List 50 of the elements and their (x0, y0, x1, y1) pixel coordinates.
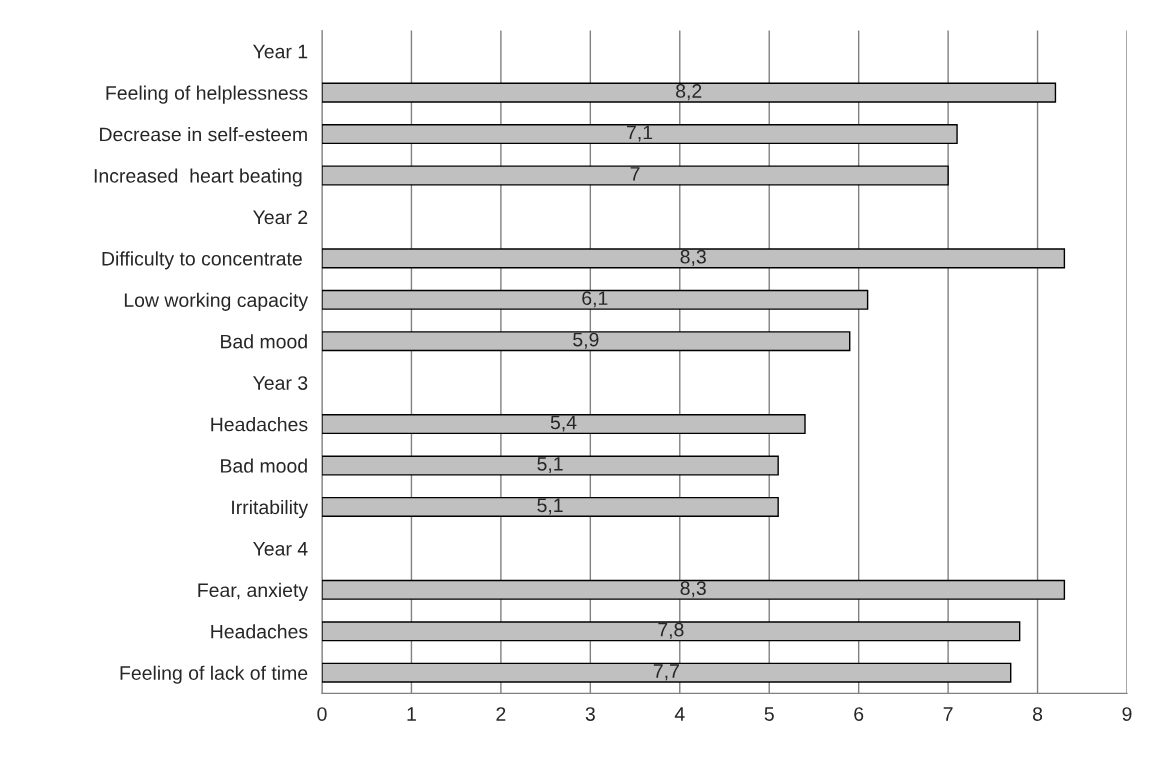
bar (322, 165, 949, 186)
y-tick-label: Difficulty to concentrate (102, 251, 302, 270)
x-tick-label: 8 (1032, 707, 1043, 721)
bar (322, 662, 1012, 683)
y-tick-label: Year 1 (253, 44, 308, 59)
data-label: 7,7 (653, 664, 679, 681)
data-label: 6,1 (582, 291, 608, 308)
x-tick-label: 1 (407, 707, 416, 721)
y-tick-label: Bad mood (221, 334, 307, 349)
bar (322, 455, 779, 476)
data-label: 7,1 (627, 125, 653, 142)
bar (322, 414, 806, 435)
data-label: 5,1 (537, 498, 563, 515)
bar (322, 82, 1057, 103)
data-label: 5,4 (550, 415, 577, 432)
x-tick-label: 4 (674, 707, 685, 721)
bar (322, 331, 851, 352)
bar (322, 248, 1066, 269)
y-tick-label: Headaches (211, 624, 308, 639)
bar (322, 621, 1021, 642)
y-tick-label: Headaches (211, 417, 308, 432)
data-label: 8,3 (680, 581, 706, 598)
y-tick-label: Year 3 (253, 376, 308, 390)
y-tick-label: Low working capacity (124, 292, 309, 311)
data-label: 5,1 (537, 457, 563, 474)
y-tick-label: Irritability (232, 499, 309, 519)
y-tick-label: Increased heart beating (94, 168, 302, 187)
y-tick-label: Year 2 (253, 210, 308, 225)
x-tick-label: 3 (585, 707, 595, 721)
bar (322, 579, 1066, 600)
x-tick-label: 7 (943, 707, 953, 721)
bar (322, 496, 779, 517)
y-tick-label: Feeling of helplessness (106, 85, 308, 104)
x-tick-label: 5 (764, 707, 774, 721)
y-tick-label: Decrease in self-esteem (100, 127, 307, 142)
x-tick-label: 6 (854, 707, 864, 721)
bar (322, 289, 869, 310)
y-tick-label: Bad mood (221, 458, 307, 473)
data-label: 7 (630, 167, 640, 181)
y-tick-label: Year 4 (253, 542, 308, 556)
x-tick-label: 9 (1122, 707, 1132, 721)
data-label: 5,9 (573, 332, 599, 349)
x-tick-label: 0 (317, 707, 327, 721)
bar (322, 124, 958, 145)
y-tick-label: Fear, anxiety (198, 582, 309, 601)
data-label: 8,3 (680, 249, 706, 266)
data-label: 7,8 (658, 622, 684, 639)
y-tick-label: Feeling of lack of time (120, 665, 308, 684)
x-tick-label: 2 (496, 707, 506, 721)
data-label: 8,2 (676, 84, 702, 101)
